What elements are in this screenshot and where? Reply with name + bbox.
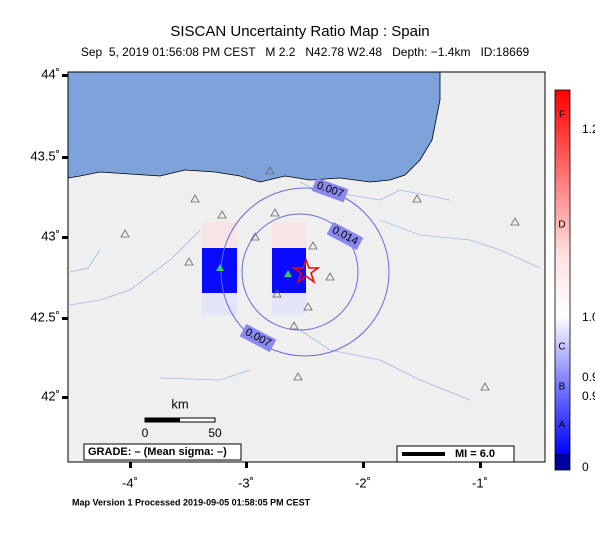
rivers — [69, 181, 541, 401]
lat-label: 42˚ — [41, 388, 60, 403]
mi-box — [396, 445, 515, 463]
cell — [272, 248, 306, 293]
contour-label-bg — [239, 323, 277, 353]
frame — [67, 71, 546, 463]
lon-label: -4˚ — [122, 475, 138, 490]
sea — [68, 72, 441, 183]
colorbar-label: F — [559, 110, 565, 121]
lon-tick — [362, 462, 365, 468]
lat-tick — [62, 396, 68, 399]
contour-label-bg — [326, 221, 364, 251]
cell-faint — [272, 293, 306, 315]
lat-tick — [62, 236, 68, 239]
map-area — [68, 72, 545, 462]
lat-label: 43.5˚ — [30, 148, 60, 163]
colorbar-base — [554, 454, 571, 471]
contour-label-bg — [311, 177, 349, 203]
mi-legend: MI = 6.0 — [455, 448, 495, 460]
epicenter — [291, 257, 321, 285]
lat-tick — [62, 317, 68, 320]
scale-unit: km — [171, 396, 188, 411]
colorbar-label: 0 — [582, 460, 589, 474]
scale-segment — [145, 418, 180, 422]
colorbar-label: 0.9 — [582, 370, 595, 384]
lat-label: 43˚ — [41, 228, 60, 243]
lat-label: 42.5˚ — [30, 309, 60, 324]
grade: GRADE: – (Mean sigma: –) — [88, 446, 227, 458]
lat-label: 44˚ — [41, 66, 60, 81]
scale-end: 50 — [208, 426, 222, 440]
grade-box — [83, 443, 242, 461]
contour — [241, 213, 359, 331]
title: SISCAN Uncertainty Ratio Map : Spain — [170, 23, 429, 40]
colorbar-label: C — [558, 342, 565, 353]
lon-label: -3˚ — [238, 475, 254, 490]
cell-faint — [202, 222, 237, 248]
colorbar-label: 1.2 — [582, 122, 595, 136]
lon-tick — [129, 462, 132, 468]
lon-tick — [245, 462, 248, 468]
colorbar-label: 0.9 — [582, 389, 595, 403]
colorbar-label: A — [559, 420, 566, 431]
contour — [220, 187, 390, 357]
cell-faint — [272, 222, 306, 248]
colorbar-label: D — [558, 220, 565, 231]
colorbar-labels: F 1.2 D 1.0 C 0.9 B 0.9 A 0 — [558, 110, 595, 475]
colorbar-label: B — [559, 382, 566, 393]
scale-start: 0 — [142, 426, 149, 440]
scale-bar: km 0 50 — [142, 396, 222, 440]
subtitle: Sep 5, 2019 01:56:08 PM CEST M 2.2 N42.7… — [81, 45, 530, 59]
lon-tick — [479, 462, 482, 468]
lat-tick — [62, 156, 68, 159]
axis-ticks: 44˚ 43.5˚ 43˚ 42.5˚ 42˚ -4˚ -3˚ -2˚ -1˚ — [30, 66, 488, 490]
lat-tick — [62, 74, 68, 77]
cell-faint — [202, 293, 237, 315]
colorbar-label: 1.0 — [582, 310, 595, 324]
lon-label: -2˚ — [355, 475, 371, 490]
lon-label: -1˚ — [472, 475, 488, 490]
stations — [120, 166, 520, 391]
colorbar — [554, 89, 571, 456]
footer: Map Version 1 Processed 2019-09-05 01:58… — [72, 497, 311, 507]
